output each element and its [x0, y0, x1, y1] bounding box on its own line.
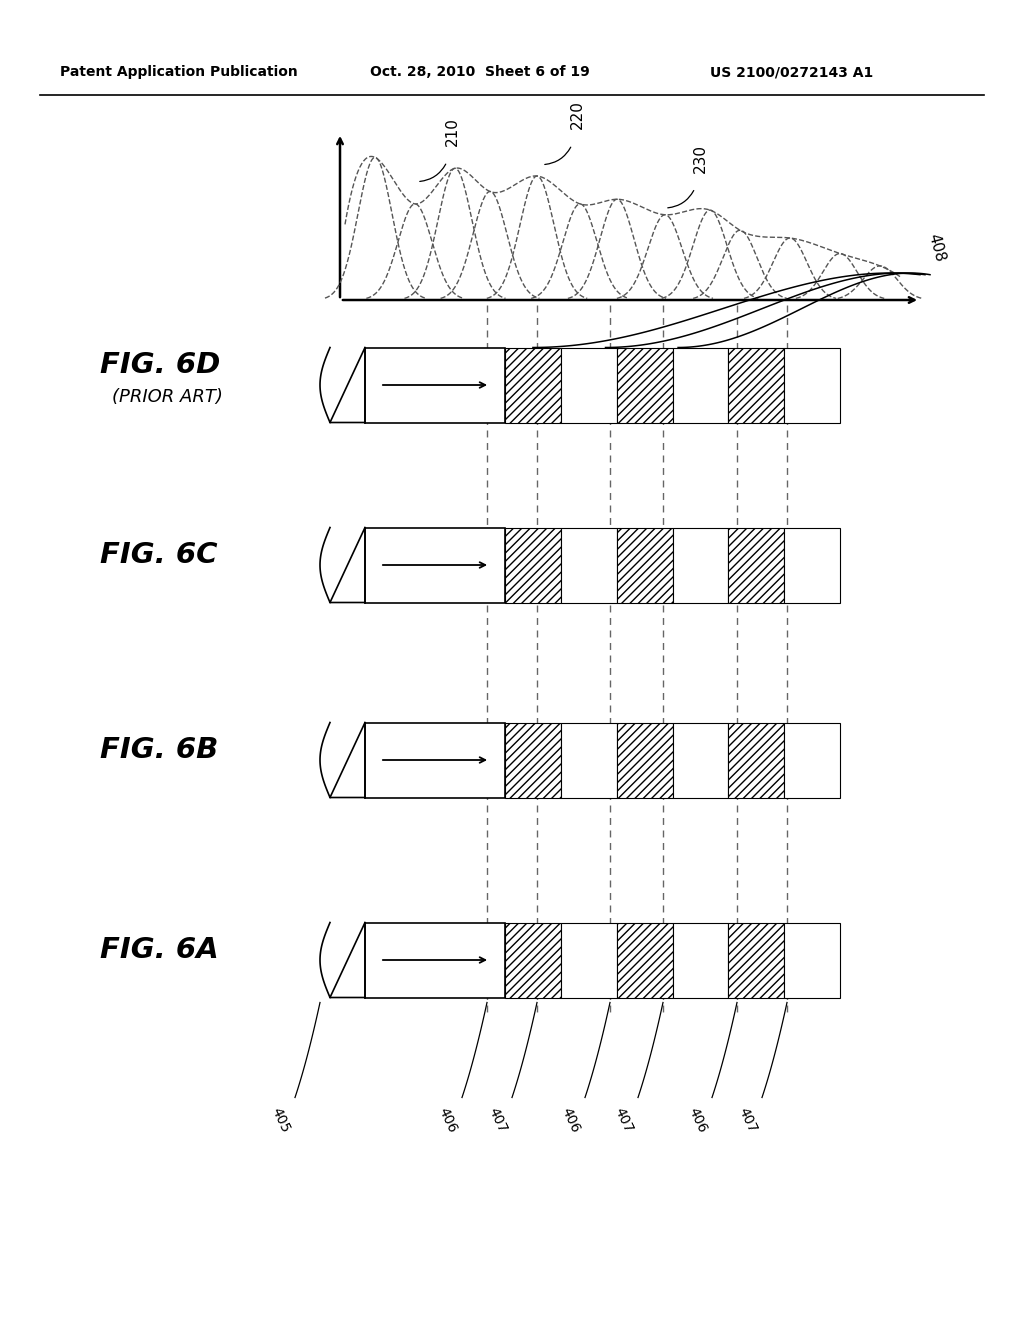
Bar — [728, 347, 784, 422]
Text: FIG. 6D: FIG. 6D — [100, 351, 220, 379]
Bar — [561, 722, 616, 797]
Text: US 2100/0272143 A1: US 2100/0272143 A1 — [710, 65, 873, 79]
Bar — [673, 722, 728, 797]
Bar — [505, 923, 561, 998]
Text: 220: 220 — [569, 100, 585, 129]
Text: 406: 406 — [685, 1106, 709, 1135]
Polygon shape — [321, 722, 365, 797]
Bar — [616, 923, 673, 998]
Bar — [365, 923, 505, 998]
Bar — [616, 528, 673, 602]
Bar — [728, 923, 784, 998]
Bar — [561, 347, 616, 422]
Bar — [505, 528, 561, 602]
Text: FIG. 6A: FIG. 6A — [100, 936, 219, 964]
Text: 405: 405 — [268, 1106, 292, 1135]
Text: 407: 407 — [735, 1106, 759, 1135]
Bar — [784, 923, 840, 998]
Bar — [728, 722, 784, 797]
Text: Oct. 28, 2010  Sheet 6 of 19: Oct. 28, 2010 Sheet 6 of 19 — [370, 65, 590, 79]
Polygon shape — [321, 923, 365, 998]
Bar — [561, 923, 616, 998]
Bar — [616, 722, 673, 797]
Bar — [673, 528, 728, 602]
Text: 230: 230 — [692, 144, 708, 173]
Polygon shape — [321, 528, 365, 602]
Bar — [616, 347, 673, 422]
Text: 407: 407 — [611, 1106, 635, 1135]
Text: FIG. 6C: FIG. 6C — [100, 541, 217, 569]
Text: 407: 407 — [485, 1106, 509, 1135]
Bar — [784, 528, 840, 602]
Bar — [365, 347, 505, 422]
Bar — [561, 528, 616, 602]
Text: Patent Application Publication: Patent Application Publication — [60, 65, 298, 79]
Bar — [365, 722, 505, 797]
Text: (PRIOR ART): (PRIOR ART) — [112, 388, 223, 407]
Text: 406: 406 — [435, 1106, 459, 1135]
Bar — [728, 528, 784, 602]
Bar — [505, 722, 561, 797]
Text: 408: 408 — [925, 231, 947, 264]
Bar — [673, 347, 728, 422]
Bar — [365, 528, 505, 602]
Bar — [673, 923, 728, 998]
Text: FIG. 6B: FIG. 6B — [100, 737, 218, 764]
Text: 406: 406 — [558, 1106, 582, 1135]
Text: 210: 210 — [444, 117, 460, 147]
Bar — [505, 347, 561, 422]
Bar — [784, 347, 840, 422]
Bar — [784, 722, 840, 797]
Polygon shape — [321, 347, 365, 422]
